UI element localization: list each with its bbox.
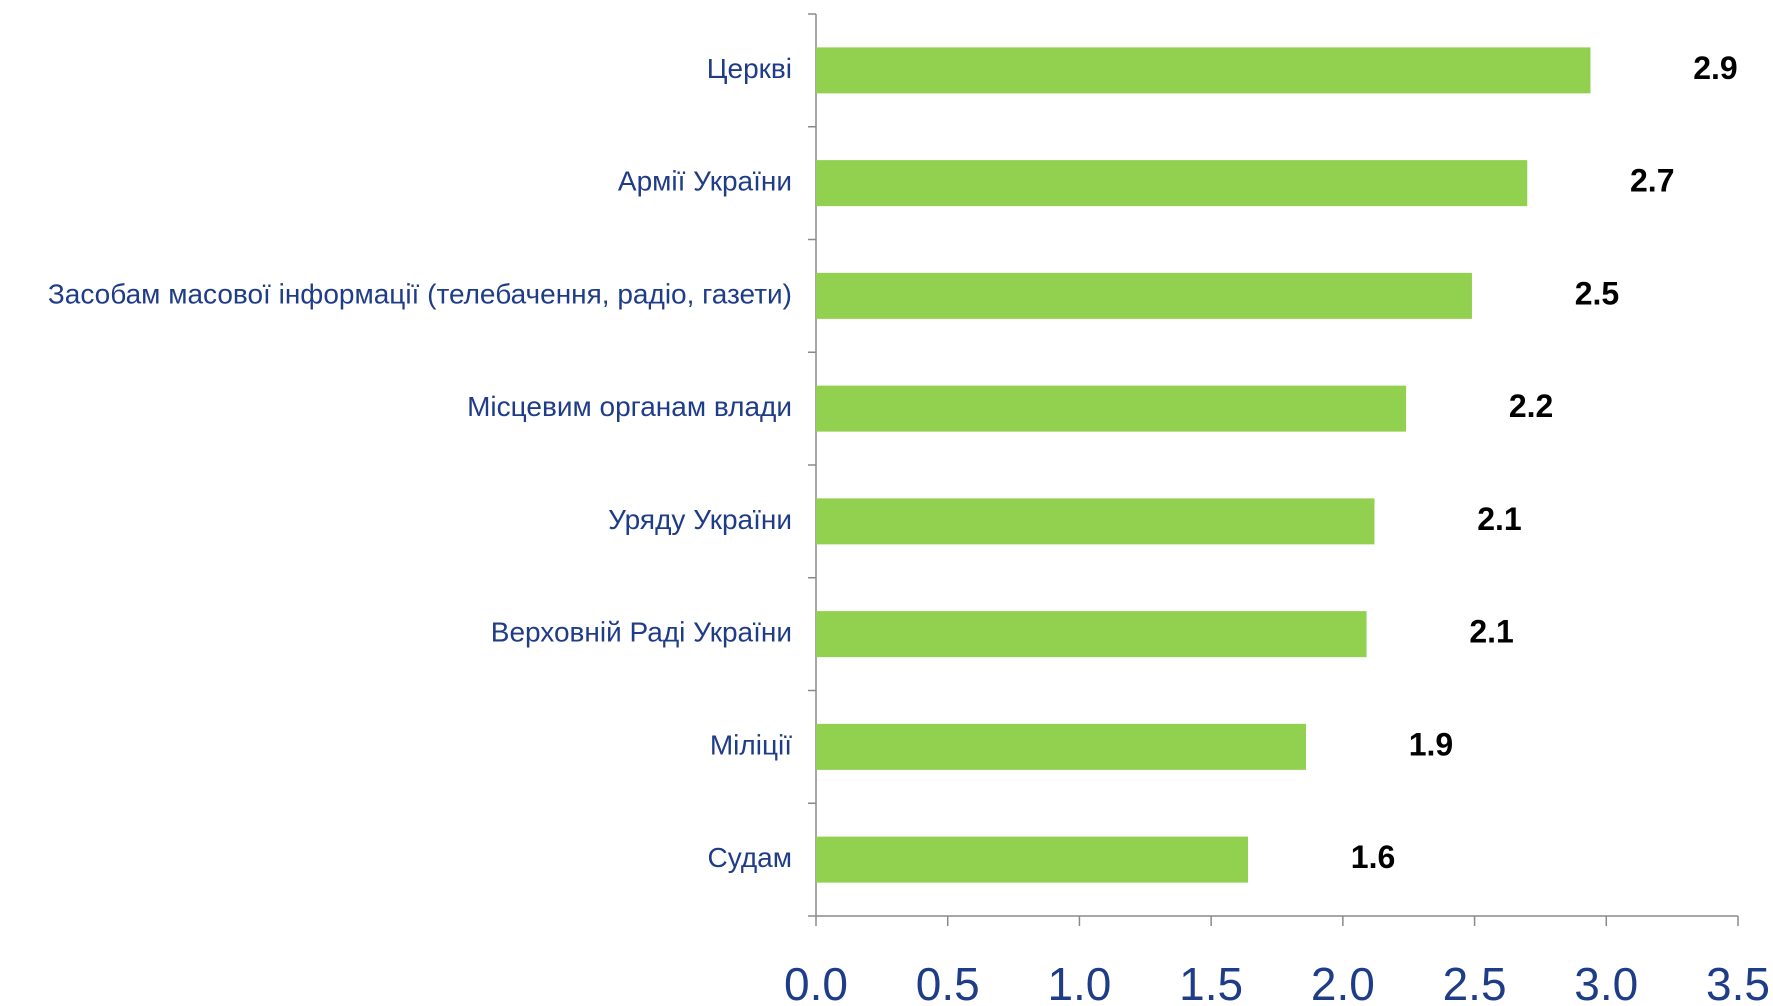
bar: [816, 723, 1306, 770]
category-label: Місцевим органам влади: [467, 391, 792, 422]
value-label: 2.7: [1630, 163, 1674, 199]
x-tick-label: 1.5: [1179, 958, 1243, 1006]
bar: [816, 385, 1407, 432]
category-label: Уряду України: [608, 504, 792, 535]
category-label: Верховній Раді України: [491, 617, 792, 648]
value-label: 1.9: [1409, 726, 1453, 762]
category-label: Армії України: [618, 166, 792, 197]
bar: [816, 611, 1367, 658]
category-label: Судам: [708, 842, 792, 873]
value-label: 2.5: [1575, 275, 1619, 311]
x-tick-label: 0.5: [916, 958, 980, 1006]
bar: [816, 47, 1591, 94]
value-label: 2.1: [1477, 501, 1521, 537]
value-label: 2.1: [1469, 614, 1513, 650]
category-label: Засобам масової інформації (телебачення,…: [48, 278, 792, 309]
x-tick-label: 2.0: [1311, 958, 1375, 1006]
bar: [816, 498, 1375, 545]
category-label: Міліції: [710, 729, 792, 760]
x-tick-label: 3.5: [1706, 958, 1770, 1006]
category-label: Церкві: [707, 53, 792, 84]
x-tick-label: 3.0: [1574, 958, 1638, 1006]
bar: [816, 272, 1472, 319]
bar: [816, 836, 1249, 883]
value-label: 1.6: [1351, 839, 1395, 875]
value-label: 2.9: [1693, 50, 1737, 86]
x-tick-label: 0.0: [784, 958, 848, 1006]
bar: [816, 160, 1528, 207]
value-label: 2.2: [1509, 388, 1553, 424]
x-tick-label: 2.5: [1443, 958, 1507, 1006]
x-tick-label: 1.0: [1047, 958, 1111, 1006]
